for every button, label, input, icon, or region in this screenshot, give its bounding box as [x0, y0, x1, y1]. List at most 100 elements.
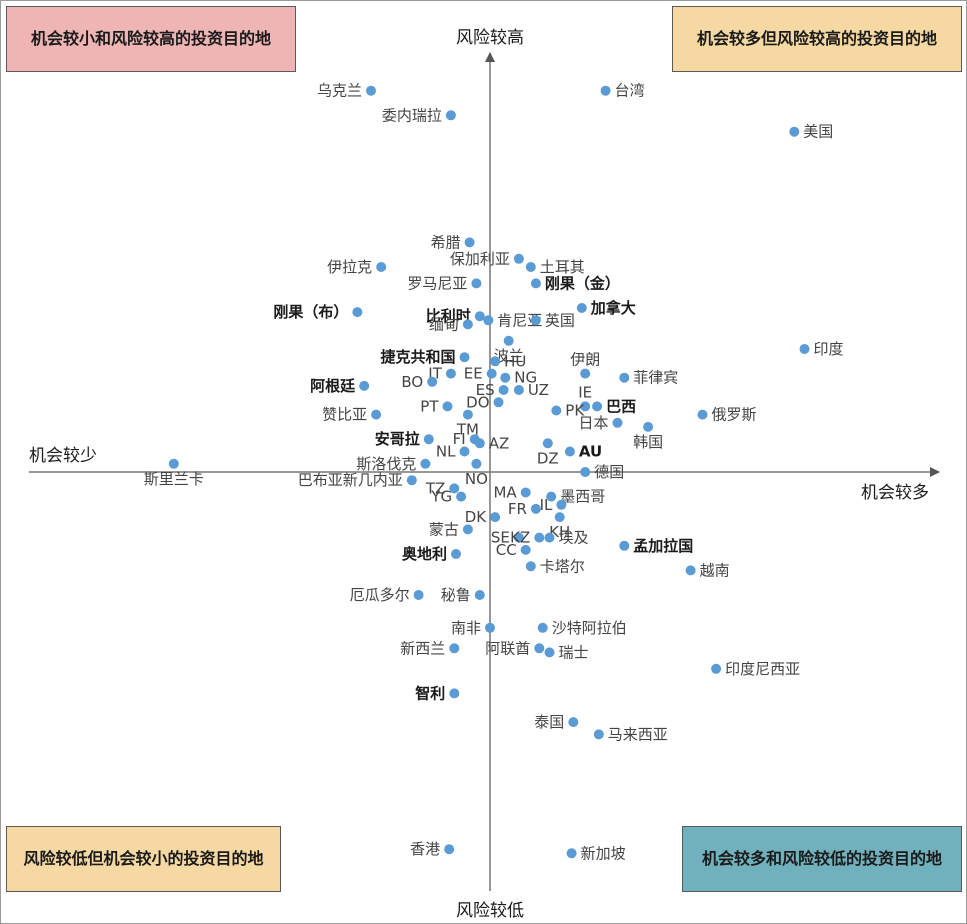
data-point: [534, 532, 545, 543]
data-point: [697, 409, 708, 420]
y-axis-top-label: 风险较高: [456, 28, 524, 48]
point-label: 沙特阿拉伯: [552, 619, 627, 637]
data-point: [619, 372, 630, 383]
data-point: [534, 643, 545, 654]
point-label: 波兰: [494, 347, 524, 365]
point-label: 美国: [803, 123, 833, 141]
data-point: [643, 421, 654, 432]
point-label: 泰国: [534, 713, 564, 731]
data-point: [444, 844, 455, 855]
data-point: [612, 417, 623, 428]
point-label: 卡塔尔: [540, 557, 585, 575]
point-label: EE: [464, 365, 483, 383]
point-label: 俄罗斯: [712, 406, 757, 424]
data-point: [493, 397, 504, 408]
data-point: [474, 590, 485, 600]
data-point: [600, 85, 611, 96]
point-label: KZ: [510, 529, 530, 547]
data-point: [427, 376, 438, 387]
point-label: 墨西哥: [560, 488, 605, 506]
point-label: 刚果（金）: [545, 274, 620, 292]
point-label: DZ: [537, 449, 559, 467]
data-point: [566, 848, 577, 859]
data-point: [498, 385, 509, 395]
point-label: 斯里兰卡: [144, 470, 204, 488]
quadrant-label-bottom-left: 风险较低但机会较小的投资目的地: [6, 826, 281, 892]
point-label: DK: [465, 508, 488, 526]
quadrant-label-top-left: 机会较小和风险较高的投资目的地: [6, 6, 296, 72]
data-point: [544, 532, 555, 543]
data-point: [359, 380, 370, 391]
point-label: 南非: [451, 619, 481, 637]
data-point: [451, 549, 461, 559]
data-point: [485, 622, 495, 633]
data-point: [366, 85, 376, 96]
data-point: [525, 561, 536, 572]
data-point: [530, 278, 541, 289]
point-label: 阿根廷: [310, 377, 356, 395]
point-label: ES: [476, 381, 495, 399]
point-label: CC: [496, 541, 517, 559]
point-label: 印度: [814, 340, 844, 358]
data-point: [445, 110, 456, 121]
data-point: [520, 487, 531, 498]
point-label: 比利时: [426, 307, 471, 325]
data-point: [371, 409, 382, 420]
point-label: SE: [491, 529, 510, 547]
point-label: 孟加拉国: [633, 537, 693, 555]
data-point: [490, 356, 501, 367]
point-label: 蒙古: [429, 520, 459, 538]
point-label: TM: [456, 421, 479, 439]
point-label: 德国: [594, 463, 624, 481]
data-point: [500, 372, 511, 383]
point-label: 埃及: [559, 529, 589, 547]
point-label: 奥地利: [402, 545, 447, 563]
point-label: 秘鲁: [441, 586, 471, 604]
data-point: [513, 253, 524, 264]
data-point: [580, 368, 591, 379]
data-point: [459, 446, 470, 457]
data-point: [483, 315, 494, 326]
point-label: NL: [436, 443, 456, 461]
data-point: [619, 540, 630, 551]
data-point: [592, 401, 603, 412]
point-label: 缅甸: [429, 315, 459, 333]
data-point: [546, 491, 557, 502]
point-label: NO: [465, 470, 488, 488]
data-point: [525, 262, 536, 272]
data-point: [449, 643, 460, 654]
quadrant-label-top-right: 机会较多但风险较高的投资目的地: [672, 6, 962, 72]
data-point: [789, 126, 800, 137]
data-point: [530, 315, 541, 326]
point-label: UZ: [528, 381, 549, 399]
point-label: PK: [565, 402, 585, 420]
point-label: 斯洛伐克: [356, 455, 416, 473]
data-point: [474, 311, 485, 322]
data-point: [580, 401, 591, 412]
data-point: [462, 524, 473, 535]
point-label: FI: [453, 430, 466, 448]
data-point: [513, 532, 524, 543]
point-label: IE: [578, 383, 592, 401]
data-point: [513, 385, 524, 395]
data-point: [462, 319, 473, 330]
point-label: IL: [540, 496, 553, 514]
point-label: 希腊: [431, 233, 461, 251]
point-label: 越南: [700, 561, 730, 579]
point-label: 罗马尼亚: [407, 274, 467, 292]
data-point: [544, 647, 555, 658]
point-label: 加拿大: [590, 299, 636, 317]
point-label: HU: [504, 352, 526, 370]
point-label: 厄瓜多尔: [350, 586, 410, 604]
data-point: [503, 335, 514, 346]
point-label: 智利: [415, 684, 445, 702]
point-label: 巴西: [606, 397, 636, 415]
point-label: FR: [508, 500, 527, 518]
point-label: MA: [493, 484, 517, 502]
point-label: 香港: [410, 840, 440, 858]
data-point: [554, 512, 565, 523]
data-point: [556, 499, 567, 510]
data-point: [459, 352, 470, 363]
data-point: [568, 717, 579, 728]
data-point: [464, 237, 475, 248]
